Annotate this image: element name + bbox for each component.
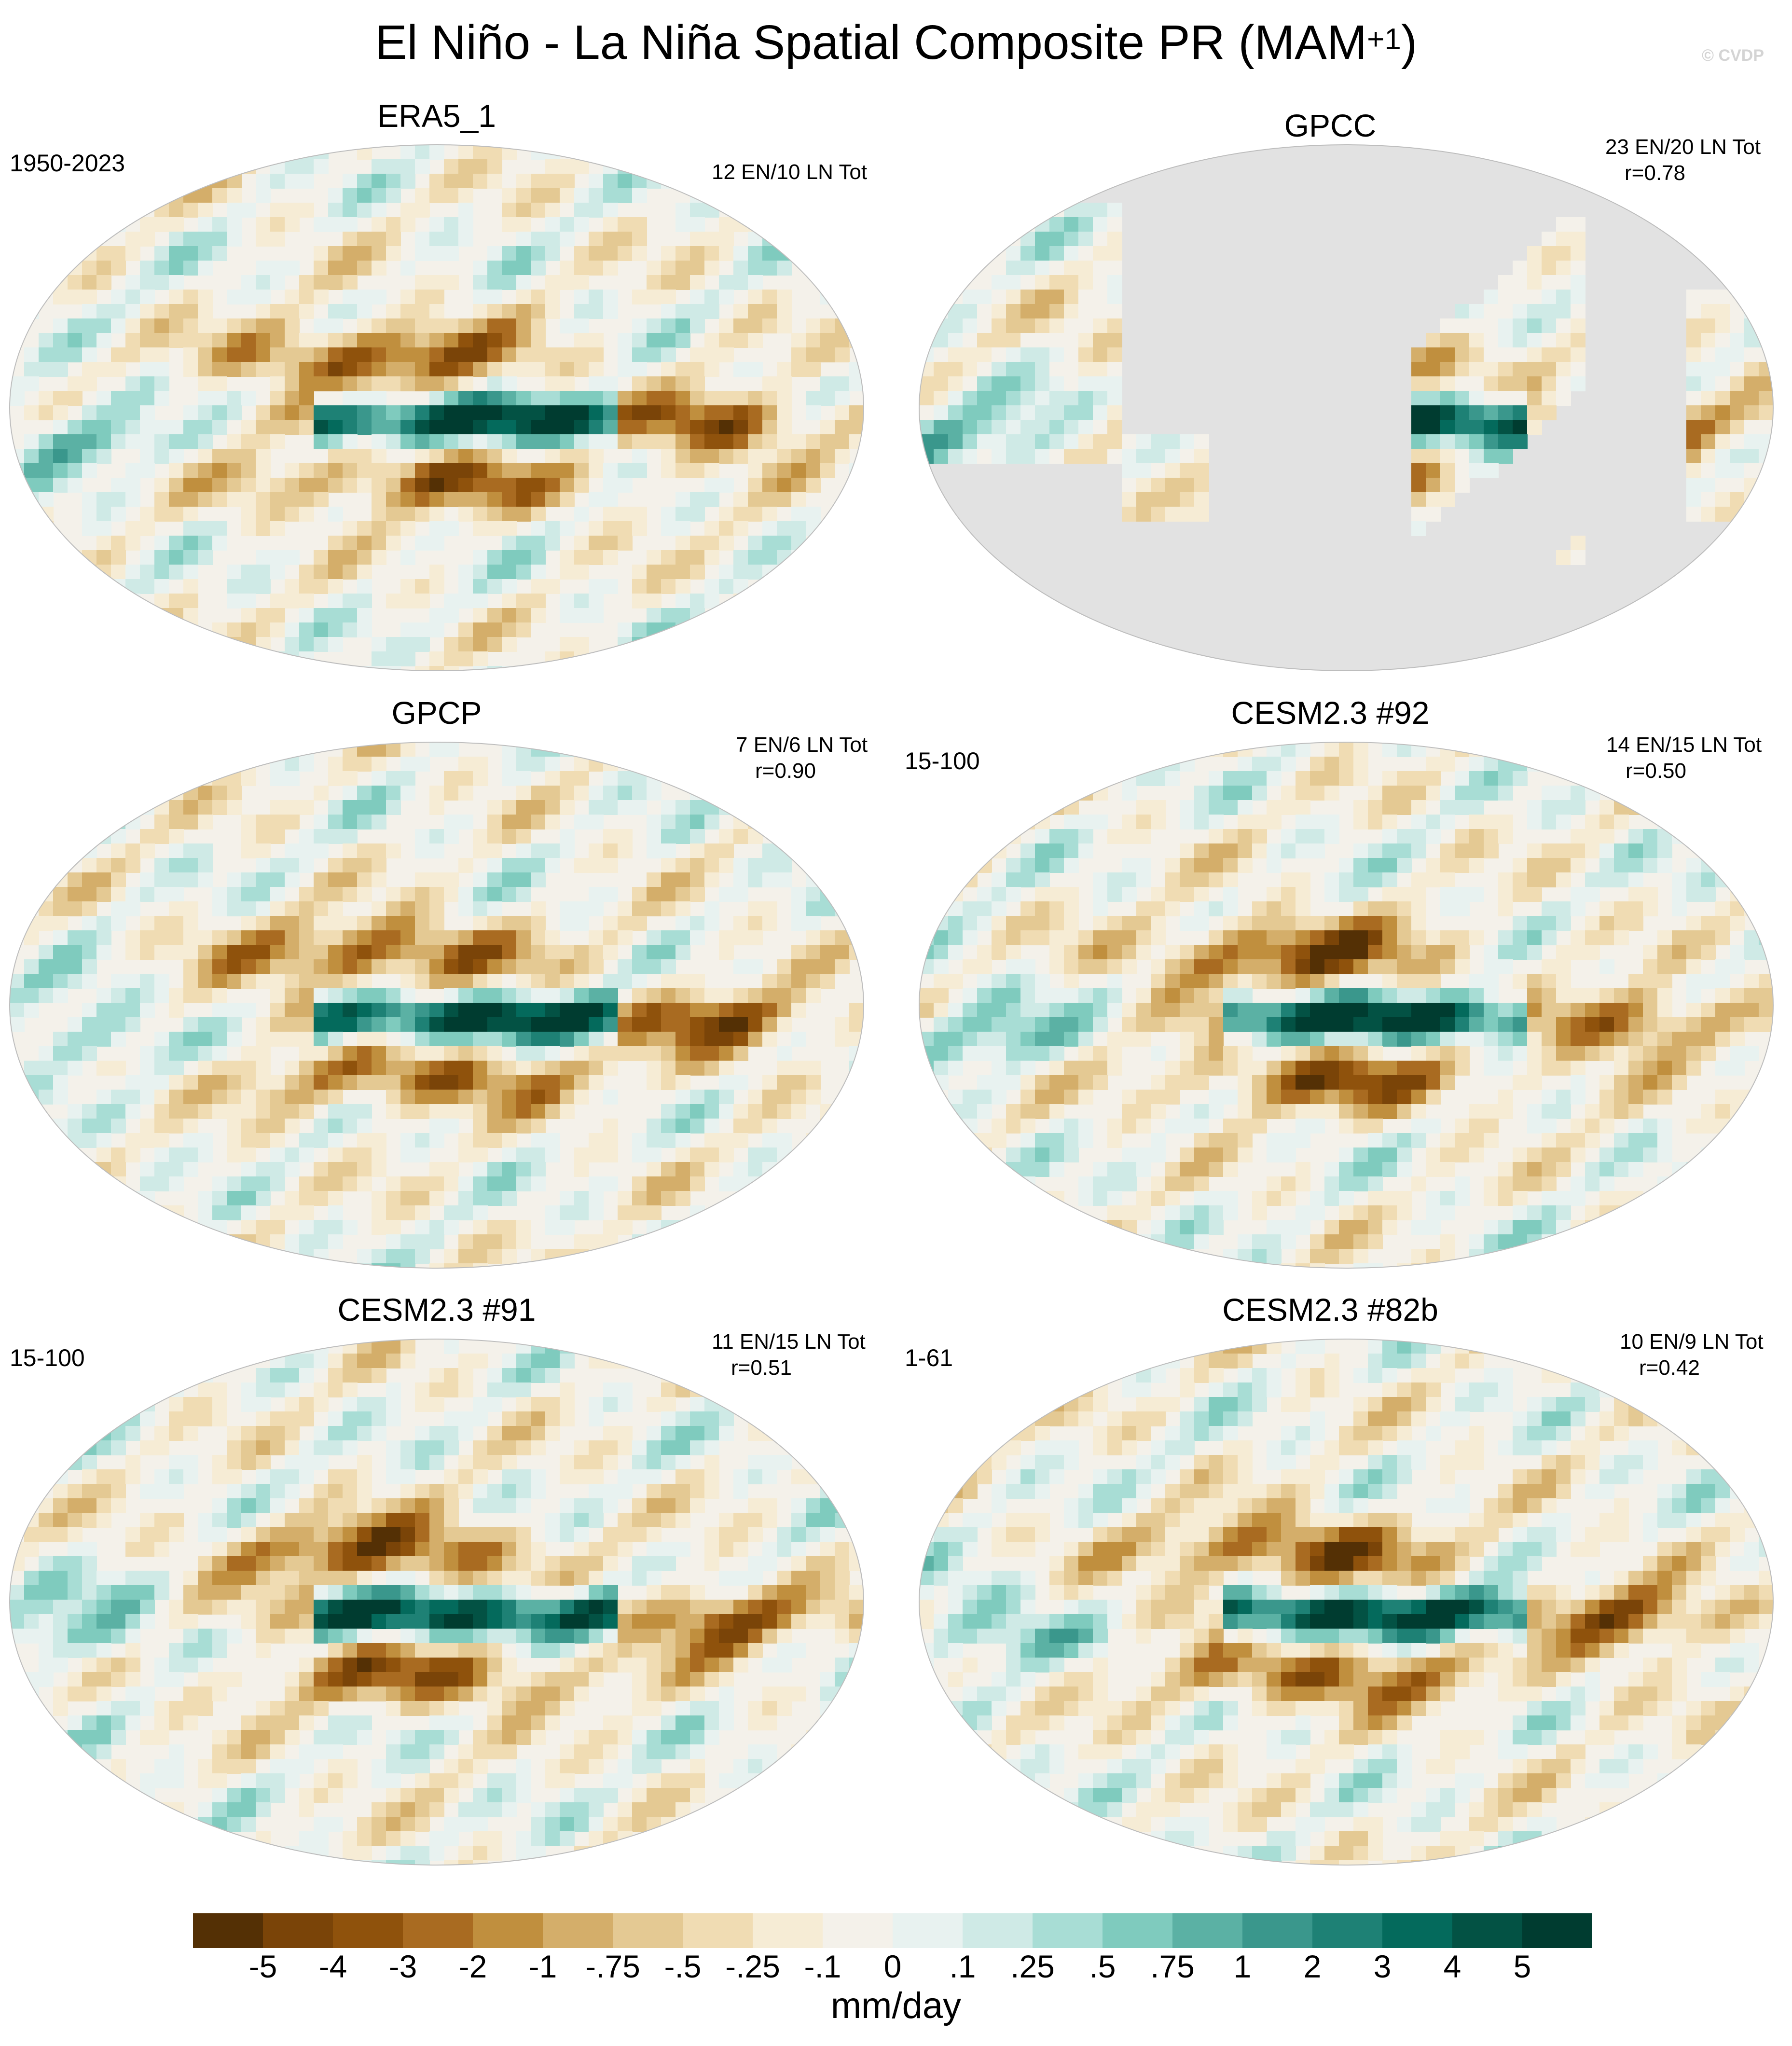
panel-stats: 14 EN/15 LN Tot r=0.50	[1606, 733, 1762, 783]
cvdp-credit: © CVDP	[1702, 46, 1764, 65]
map-outline	[9, 1339, 864, 1866]
colorbar-swatch	[613, 1913, 683, 1948]
colorbar-tick-label: 3	[1373, 1949, 1392, 1984]
colorbar-units: mm/day	[830, 1985, 962, 2026]
map-field-0	[10, 145, 864, 671]
colorbar-swatch	[1452, 1913, 1523, 1948]
panel-period: 15-100	[905, 747, 980, 774]
map-outline	[919, 742, 1774, 1269]
colorbar-tick-label: -3	[388, 1949, 417, 1984]
colorbar-swatch	[473, 1913, 543, 1948]
panel-stats: 7 EN/6 LN Tot r=0.90	[736, 733, 868, 783]
colorbar-swatch	[543, 1913, 613, 1948]
colorbar-swatch	[963, 1913, 1033, 1948]
colorbar-tick-label: 5	[1513, 1949, 1531, 1984]
colorbar-swatch	[1242, 1913, 1313, 1948]
colorbar-tick-label: -2	[458, 1949, 487, 1984]
colorbar	[193, 1913, 1592, 1948]
colorbar-tick-label: .25	[1010, 1949, 1055, 1984]
panel-stats: 23 EN/20 LN Tot r=0.78	[1605, 135, 1761, 185]
map-field-3	[919, 742, 1773, 1268]
colorbar-swatch	[1522, 1913, 1592, 1948]
panel-period: 1950-2023	[10, 150, 125, 177]
figure-title: El Niño - La Niña Spatial Composite PR (…	[374, 15, 1418, 69]
colorbar-tick-label: .1	[949, 1949, 976, 1984]
map-field-4	[10, 1339, 864, 1865]
panel-cesm-91: CESM2.3 #91 15-100 11 EN/15 LN Tot r=0.51	[0, 1290, 896, 1887]
map-panels	[9, 144, 1774, 1866]
colorbar-tick-label: 4	[1443, 1949, 1461, 1984]
map-outline	[919, 1339, 1774, 1866]
colorbar-swatch	[403, 1913, 473, 1948]
map-field-5	[919, 1339, 1773, 1865]
colorbar-swatch	[193, 1913, 263, 1948]
map-field-1	[919, 145, 1773, 671]
panel-cesm-82b: CESM2.3 #82b 1-61 10 EN/9 LN Tot r=0.42	[896, 1290, 1792, 1887]
colorbar-tick-label: -4	[318, 1949, 347, 1984]
colorbar-tick-label: 0	[883, 1949, 902, 1984]
map-outline	[9, 742, 864, 1269]
panel-period: 15-100	[10, 1344, 85, 1371]
panel-title: CESM2.3 #92	[1231, 695, 1430, 731]
colorbar-swatch	[333, 1913, 403, 1948]
colorbar-tick-label: 2	[1303, 1949, 1322, 1984]
colorbar-swatch	[753, 1913, 823, 1948]
map-outline	[9, 144, 864, 671]
panel-gpcc: GPCC 23 EN/20 LN Tot r=0.78	[896, 97, 1792, 693]
colorbar-tick-label: -5	[248, 1949, 277, 1984]
panel-gpcp: GPCP 7 EN/6 LN Tot r=0.90	[0, 693, 896, 1290]
panel-period: 1-61	[905, 1344, 953, 1371]
panel-stats: 11 EN/15 LN Tot r=0.51	[712, 1330, 866, 1380]
map-outline	[919, 144, 1774, 671]
panel-stats: 10 EN/9 LN Tot r=0.42	[1620, 1330, 1764, 1380]
colorbar-tick-label: 1	[1233, 1949, 1252, 1984]
colorbar-tick-label: .5	[1089, 1949, 1116, 1984]
colorbar-swatch	[683, 1913, 753, 1948]
panel-title: GPCC	[1284, 108, 1377, 143]
colorbar-swatch	[1103, 1913, 1173, 1948]
panel-cesm-92: CESM2.3 #92 15-100 14 EN/15 LN Tot r=0.50	[896, 693, 1792, 1290]
colorbar-tick-label: -.5	[664, 1949, 702, 1984]
colorbar-tick-label: -.25	[725, 1949, 780, 1984]
colorbar-swatch	[263, 1913, 333, 1948]
colorbar-tick-label: -.1	[804, 1949, 841, 1984]
panel-stats: 12 EN/10 LN Tot	[712, 160, 868, 184]
panel-title: ERA5_1	[377, 98, 496, 134]
colorbar-swatch	[1033, 1913, 1103, 1948]
panel-title: CESM2.3 #82b	[1222, 1292, 1438, 1327]
panel-title: CESM2.3 #91	[337, 1292, 536, 1327]
colorbar-swatch	[1172, 1913, 1243, 1948]
colorbar-swatch	[1312, 1913, 1383, 1948]
panel-title: GPCP	[391, 695, 482, 731]
colorbar-tick-label: -.75	[585, 1949, 640, 1984]
colorbar-swatch	[1382, 1913, 1453, 1948]
map-field-2	[10, 742, 864, 1268]
colorbar-swatch	[893, 1913, 963, 1948]
panel-era5: ERA5_1 1950-2023 12 EN/10 LN Tot	[0, 97, 896, 693]
colorbar-tick-label: .75	[1150, 1949, 1195, 1984]
colorbar-tick-label: -1	[528, 1949, 557, 1984]
colorbar-swatch	[823, 1913, 893, 1948]
